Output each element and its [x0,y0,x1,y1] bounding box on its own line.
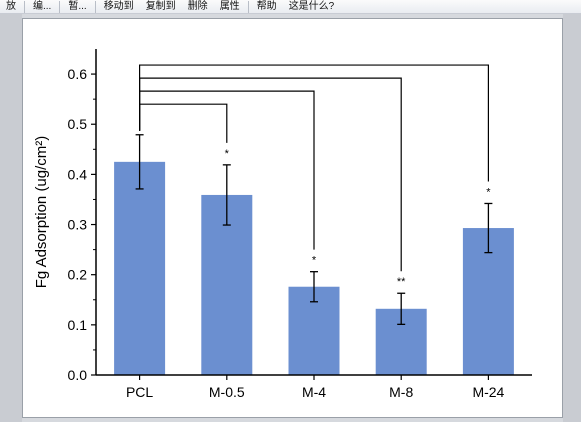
y-tick-label: 0.0 [68,367,88,383]
y-tick-label: 0.4 [68,166,88,182]
toolbar-separator [247,0,249,13]
toolbar-item-delete[interactable]: 删除 [187,0,208,12]
image-canvas: * * ** * 0.0 0.1 0.2 0.3 0.4 0.5 0.6 PCL M-0.5 M-4 M… [22,18,563,418]
significance-label: * [486,186,491,198]
toolbar-item-play[interactable]: 放 [6,0,16,12]
viewer-left-margin [0,14,22,422]
y-tick-group: 0.0 0.1 0.2 0.3 0.4 0.5 0.6 [68,66,96,383]
toolbar-separator [94,0,96,13]
toolbar: 放 编... 暂... 移动到 复制到 删除 属性 帮助 这是什么? [0,0,581,14]
toolbar-separator [24,0,25,13]
y-tick-label: 0.5 [68,116,88,132]
toolbar-item-properties[interactable]: 属性 [219,0,240,12]
bar-pcl [114,161,166,375]
toolbar-item-open[interactable]: 暂... [68,0,87,12]
comparison-bracket [139,64,489,182]
y-tick-label: 0.6 [68,66,88,82]
comparison-bracket [139,103,228,143]
x-tick-group: PCL M-0.5 M-4 M-8 M-24 [126,375,505,400]
y-tick-label: 0.3 [68,217,88,233]
toolbar-separator [59,0,61,13]
comparison-bracket [139,77,402,272]
x-tick-label: M-0.5 [209,384,245,400]
significance-label: * [312,255,317,267]
x-tick-label: M-4 [302,384,326,400]
toolbar-item-help[interactable]: 帮助 [256,0,277,12]
toolbar-item-copy-to[interactable]: 复制到 [145,0,176,12]
x-tick-label: M-24 [472,384,504,400]
toolbar-item-edit[interactable]: 编... [33,0,52,12]
comparison-brackets [139,64,489,272]
toolbar-item-move-to[interactable]: 移动到 [103,0,134,12]
toolbar-item-whats-this[interactable]: 这是什么? [288,0,335,12]
x-tick-label: PCL [126,384,153,400]
error-bar-group [135,134,493,325]
y-tick-label: 0.1 [68,317,88,333]
significance-label-group: ***** [225,148,492,288]
significance-label: * [225,148,230,160]
y-axis-label: Fg Adsorption (ug/cm²) [33,136,50,289]
viewer-right-margin [563,14,581,422]
y-tick-label: 0.2 [68,267,88,283]
bar-chart: ***** 0.00.10.20.30.40.50.6 PCL M-0.5 M-4 M… [33,49,532,400]
significance-label: ** [397,276,406,288]
x-tick-label: M-8 [389,384,413,400]
